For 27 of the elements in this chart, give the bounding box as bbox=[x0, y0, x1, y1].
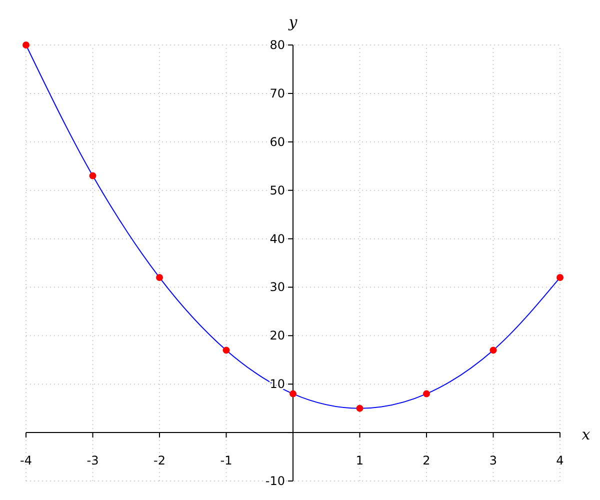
point bbox=[222, 346, 230, 354]
y-tick-label: 30 bbox=[270, 280, 285, 294]
x-tick-label: -2 bbox=[154, 454, 166, 468]
y-tick-label: 70 bbox=[270, 86, 285, 100]
point bbox=[156, 274, 163, 282]
x-tick-label: 1 bbox=[356, 454, 364, 468]
point bbox=[22, 42, 30, 48]
y-tick-label: 60 bbox=[270, 134, 285, 149]
x-tick-label: 2 bbox=[422, 454, 430, 468]
x-tick-label: -4 bbox=[20, 454, 32, 468]
x-tick-label: -1 bbox=[220, 454, 232, 468]
point bbox=[490, 346, 497, 354]
point bbox=[356, 404, 364, 412]
y-tick-label: 80 bbox=[270, 38, 285, 52]
x-tick-label: 3 bbox=[489, 454, 498, 468]
point bbox=[89, 172, 96, 180]
x-tick-label: 4 bbox=[556, 454, 564, 468]
point bbox=[556, 274, 564, 282]
y-tick-label: -10 bbox=[265, 474, 285, 488]
x-tick-label: -3 bbox=[86, 454, 99, 468]
x-axis-title: x bbox=[582, 426, 591, 444]
y-tick-label: 50 bbox=[270, 183, 285, 198]
point bbox=[423, 390, 430, 398]
y-tick-label: 40 bbox=[270, 232, 285, 246]
point bbox=[290, 390, 296, 398]
y-tick-label: 20 bbox=[270, 328, 285, 343]
y-axis-title: y bbox=[288, 13, 298, 31]
